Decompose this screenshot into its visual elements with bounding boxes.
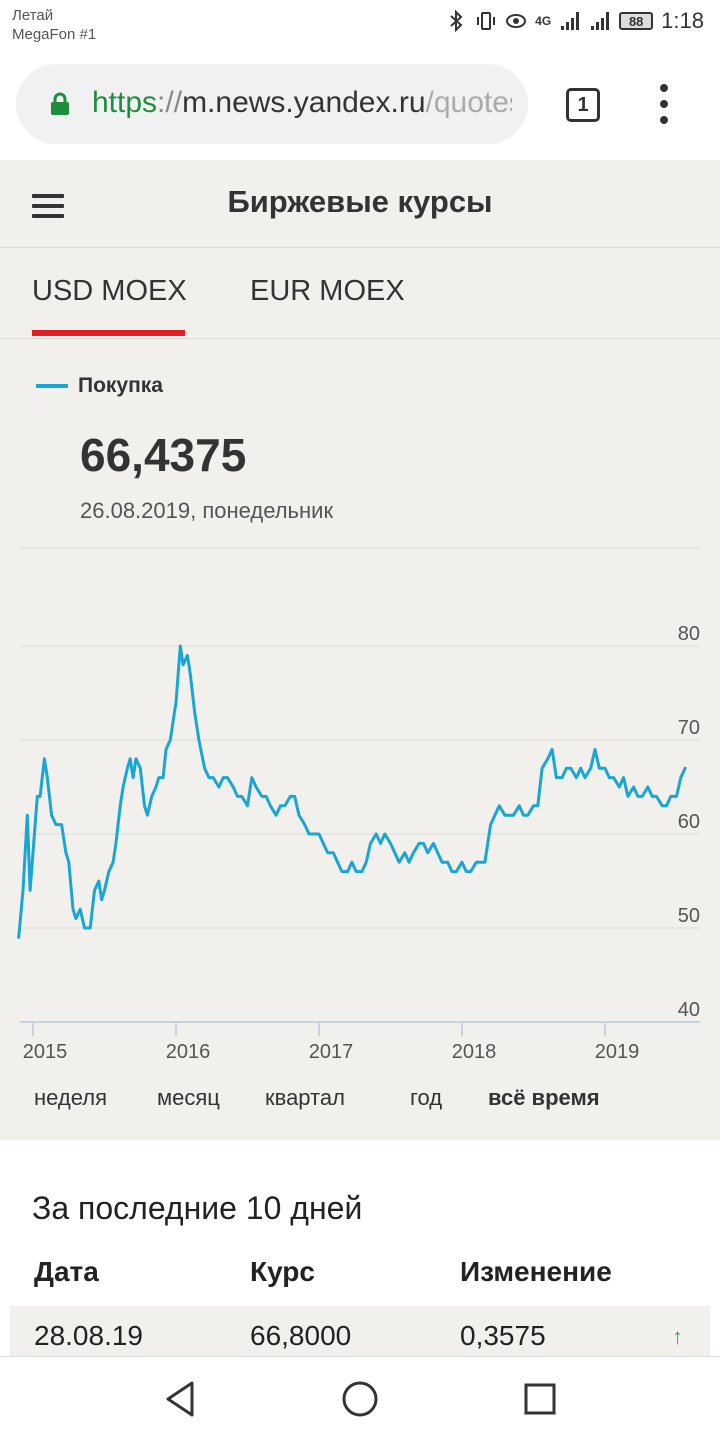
y-tick-label: 40 <box>678 999 700 1021</box>
last-days-section: За последние 10 дней Дата Курс Изменение… <box>0 1140 720 1366</box>
url-text[interactable]: https://m.news.yandex.ru/quotes <box>92 86 512 120</box>
section-title: За последние 10 дней <box>32 1190 363 1226</box>
currency-tabs: USD MOEX EUR MOEX <box>0 249 720 339</box>
app-header: Биржевые курсы <box>0 160 720 248</box>
address-bar[interactable]: https://m.news.yandex.ru/quotes <box>16 64 528 144</box>
home-icon[interactable] <box>340 1379 380 1419</box>
back-icon[interactable] <box>160 1379 200 1419</box>
y-tick-label: 60 <box>678 811 700 833</box>
tab-switcher-button[interactable]: 1 <box>566 88 600 122</box>
y-tick-label: 50 <box>678 905 700 927</box>
url-separator: :// <box>157 86 183 119</box>
column-header-date: Дата <box>34 1256 99 1287</box>
x-tick-label: 2019 <box>595 1041 640 1063</box>
period-year[interactable]: год <box>410 1085 443 1110</box>
rate-date: 26.08.2019, понедельник <box>80 498 334 523</box>
y-tick-label: 70 <box>678 717 700 739</box>
menu-dot-icon <box>660 116 668 124</box>
quotes-page: Биржевые курсы USD MOEX EUR MOEX Покупка… <box>0 160 720 1140</box>
browser-toolbar: https://m.news.yandex.ru/quotes 1 <box>0 48 720 160</box>
vibrate-icon <box>477 12 496 30</box>
legend-swatch <box>36 384 68 388</box>
status-icons: 4G 88 1:18 <box>445 8 704 34</box>
column-header-change: Изменение <box>460 1256 612 1287</box>
current-rate: 66,4375 <box>80 429 247 481</box>
arrow-up-icon: ↑ <box>672 1324 683 1349</box>
period-week[interactable]: неделя <box>34 1085 107 1110</box>
chart-legend: Покупка <box>36 374 163 398</box>
period-quarter[interactable]: квартал <box>265 1085 345 1110</box>
row-change: 0,3575 <box>460 1320 546 1351</box>
recents-icon[interactable] <box>520 1379 560 1419</box>
url-scheme: https <box>92 86 158 119</box>
rate-chart[interactable]: 80 70 60 50 40 2015 2016 2017 2018 2019 <box>0 538 720 1078</box>
clock: 1:18 <box>661 8 704 33</box>
y-tick-label: 80 <box>678 623 700 645</box>
period-selector: неделя месяц квартал год всё время <box>0 1085 720 1125</box>
period-month[interactable]: месяц <box>157 1085 220 1110</box>
page-title: Биржевые курсы <box>227 184 493 219</box>
url-host: m.news.yandex.ru <box>182 86 426 119</box>
system-nav-bar <box>0 1356 720 1440</box>
menu-dot-icon <box>660 100 668 108</box>
lock-icon <box>51 92 69 115</box>
row-rate: 66,8000 <box>250 1320 352 1351</box>
column-header-rate: Курс <box>250 1256 315 1287</box>
status-bar: Летай MegaFon #1 4G 88 1:18 <box>0 0 720 48</box>
bluetooth-icon <box>450 10 463 32</box>
browser-menu-button[interactable] <box>654 84 674 124</box>
legend-label: Покупка <box>78 374 163 397</box>
hamburger-menu-icon[interactable] <box>32 194 64 218</box>
carrier-info: Летай MegaFon #1 <box>12 6 96 44</box>
network-type: 4G <box>535 14 552 28</box>
eye-comfort-icon <box>506 14 527 28</box>
menu-dot-icon <box>660 84 668 92</box>
series-line-buy <box>17 644 687 939</box>
tab-eur-moex[interactable]: EUR MOEX <box>250 275 405 307</box>
url-path: /quotes <box>425 86 512 119</box>
signal-icon <box>561 12 580 30</box>
carrier-line-2: MegaFon #1 <box>12 26 97 43</box>
battery-icon: 88 <box>619 12 654 30</box>
row-date: 28.08.19 <box>34 1320 143 1351</box>
active-tab-indicator <box>32 330 185 336</box>
x-tick-label: 2017 <box>309 1041 354 1063</box>
x-tick-label: 2015 <box>23 1041 68 1063</box>
tab-usd-moex[interactable]: USD MOEX <box>32 275 187 307</box>
x-tick-label: 2018 <box>452 1041 497 1063</box>
x-tick-label: 2016 <box>166 1041 211 1063</box>
carrier-line-1: Летай <box>12 7 54 24</box>
signal-icon-2 <box>591 12 610 30</box>
period-all-time[interactable]: всё время <box>488 1085 600 1110</box>
